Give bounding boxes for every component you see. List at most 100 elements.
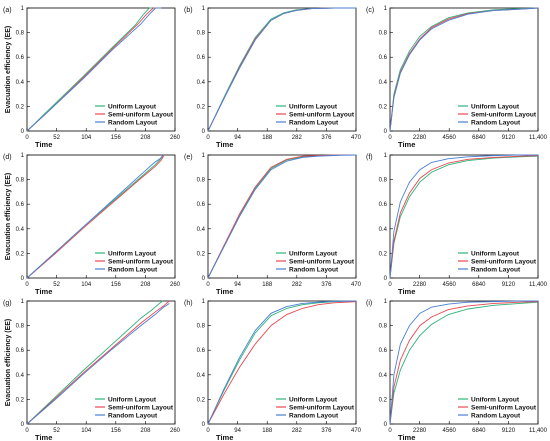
y-tick-label: 0 bbox=[202, 129, 206, 135]
x-tick-label: 0 bbox=[206, 282, 210, 288]
y-axis-label: Evacuation efficiency (EE) bbox=[5, 173, 12, 261]
series-line-random bbox=[26, 303, 170, 425]
x-tick-label: 0 bbox=[25, 282, 29, 288]
legend-label: Uniform Layout bbox=[289, 250, 338, 257]
x-tick-label: 2280 bbox=[413, 282, 427, 288]
y-tick-label: 0.2 bbox=[16, 251, 25, 257]
legend-label: Semi-uniform Layout bbox=[471, 258, 537, 265]
x-tick-label: 0 bbox=[206, 135, 210, 141]
panel-label: (i) bbox=[366, 300, 372, 307]
y-tick-label: 0.8 bbox=[197, 178, 206, 184]
legend-label: Uniform Layout bbox=[289, 396, 338, 403]
x-tick-label: 94 bbox=[234, 428, 241, 434]
legend-label: Uniform Layout bbox=[108, 396, 157, 403]
legend-label: Semi-uniform Layout bbox=[108, 258, 174, 265]
x-tick-label: 104 bbox=[81, 135, 92, 141]
axes-frame bbox=[389, 300, 539, 425]
x-axis-label: Time bbox=[35, 287, 52, 296]
panel-label: (d) bbox=[3, 154, 12, 161]
x-tick-label: 470 bbox=[351, 282, 362, 288]
x-tick-label: 282 bbox=[292, 428, 303, 434]
series-line-semi-uniform bbox=[389, 155, 539, 279]
y-tick-label: 0.4 bbox=[379, 373, 388, 379]
y-tick-label: 0.6 bbox=[16, 55, 25, 61]
y-tick-label: 1 bbox=[384, 153, 388, 159]
y-tick-label: 0.8 bbox=[16, 324, 25, 330]
y-tick-label: 1 bbox=[384, 299, 388, 305]
y-tick-label: 0.6 bbox=[197, 348, 206, 354]
axes-frame bbox=[26, 7, 176, 132]
y-tick-label: 0.2 bbox=[197, 251, 206, 257]
x-axis-label: Time bbox=[216, 287, 233, 296]
panel-label: (b) bbox=[184, 7, 193, 14]
y-tick-label: 1 bbox=[21, 299, 25, 305]
x-tick-label: 188 bbox=[262, 428, 273, 434]
panel-h: (h) 0 0.2 0.4 0.6 0.8 1 0 94 188 282 376 470 Time Unif… bbox=[184, 299, 362, 441]
series-line-semi-uniform bbox=[26, 300, 170, 425]
legend-label: Random Layout bbox=[289, 412, 339, 419]
x-axis-label: Time bbox=[398, 140, 415, 149]
x-axis-label: Time bbox=[35, 140, 52, 149]
y-tick-label: 1 bbox=[202, 153, 206, 159]
x-tick-label: 156 bbox=[111, 135, 122, 141]
x-tick-label: 6840 bbox=[472, 135, 486, 141]
series-line-uniform bbox=[389, 301, 539, 425]
legend-label: Semi-uniform Layout bbox=[471, 111, 537, 118]
x-tick-label: 156 bbox=[111, 282, 122, 288]
x-tick-label: 6840 bbox=[472, 428, 486, 434]
series-line-uniform bbox=[389, 155, 539, 279]
x-tick-label: 282 bbox=[292, 282, 303, 288]
legend-label: Random Layout bbox=[471, 119, 521, 126]
y-tick-label: 0.6 bbox=[379, 348, 388, 354]
panel-c: (c) 0 0.2 0.4 0.6 0.8 1 0 2280 4560 6840 9120 11,400… bbox=[366, 6, 548, 149]
y-tick-label: 0.6 bbox=[197, 202, 206, 208]
y-tick-label: 1 bbox=[202, 299, 206, 305]
series-line-uniform bbox=[389, 7, 539, 132]
x-tick-label: 156 bbox=[111, 428, 122, 434]
series-line-random bbox=[389, 154, 538, 279]
y-tick-label: 1 bbox=[21, 6, 25, 12]
axes-frame bbox=[207, 300, 357, 425]
series-line-semi-uniform bbox=[389, 301, 539, 425]
x-tick-label: 9120 bbox=[502, 282, 516, 288]
x-tick-label: 104 bbox=[81, 428, 92, 434]
panel-label: (h) bbox=[184, 300, 193, 307]
x-tick-label: 0 bbox=[206, 428, 210, 434]
y-tick-label: 0.8 bbox=[379, 178, 388, 184]
x-tick-label: 9120 bbox=[502, 135, 516, 141]
y-tick-label: 0.4 bbox=[197, 80, 206, 86]
series-line-random bbox=[26, 7, 162, 132]
x-tick-label: 260 bbox=[170, 135, 181, 141]
panel-d: (d) 0 0.2 0.4 0.6 0.8 1 0 52 104 156 208 260 Time Evac… bbox=[3, 153, 181, 296]
y-tick-label: 0.8 bbox=[197, 324, 206, 330]
panel-label: (f) bbox=[366, 154, 373, 161]
y-tick-label: 0.2 bbox=[379, 397, 388, 403]
y-tick-label: 0.6 bbox=[197, 55, 206, 61]
y-tick-label: 0 bbox=[384, 422, 388, 428]
y-tick-label: 0.2 bbox=[379, 104, 388, 110]
panel-label: (c) bbox=[366, 7, 374, 14]
panel-label: (a) bbox=[3, 7, 12, 14]
x-tick-label: 260 bbox=[170, 428, 181, 434]
y-tick-label: 0.4 bbox=[379, 80, 388, 86]
series-line-random bbox=[26, 154, 164, 279]
y-tick-label: 0.4 bbox=[16, 227, 25, 233]
y-tick-label: 0 bbox=[21, 276, 25, 282]
panel-label: (e) bbox=[184, 154, 193, 161]
y-tick-label: 0 bbox=[202, 276, 206, 282]
legend-label: Uniform Layout bbox=[471, 103, 520, 110]
legend-label: Uniform Layout bbox=[108, 250, 157, 257]
panel-e: (e) 0 0.2 0.4 0.6 0.8 1 0 94 188 282 376 470 Time Unif… bbox=[184, 153, 362, 296]
y-tick-label: 0.2 bbox=[197, 397, 206, 403]
x-tick-label: 376 bbox=[321, 135, 332, 141]
x-tick-label: 208 bbox=[140, 282, 151, 288]
x-axis-label: Time bbox=[35, 433, 52, 441]
legend-label: Random Layout bbox=[289, 119, 339, 126]
x-tick-label: 9120 bbox=[502, 428, 516, 434]
x-tick-label: 0 bbox=[388, 135, 392, 141]
legend-label: Uniform Layout bbox=[471, 250, 520, 257]
y-tick-label: 0 bbox=[21, 422, 25, 428]
legend-label: Random Layout bbox=[471, 266, 521, 273]
y-tick-label: 0.2 bbox=[16, 104, 25, 110]
